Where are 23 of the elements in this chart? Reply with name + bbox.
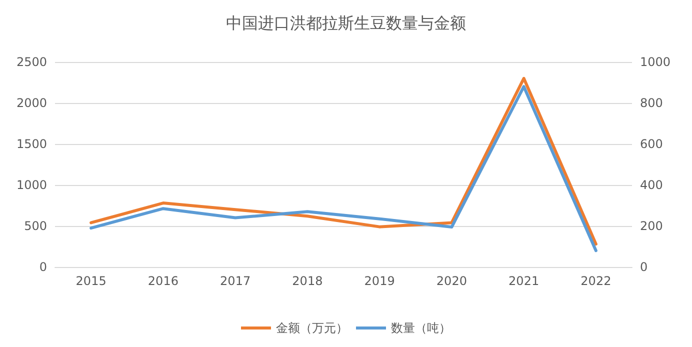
y-tick-label: 1500 — [16, 137, 47, 151]
y2-tick-label: 400 — [640, 178, 663, 192]
x-tick-label: 2017 — [220, 274, 251, 288]
y2-tick-label: 1000 — [640, 55, 671, 69]
x-tick-label: 2021 — [508, 274, 540, 288]
legend-label: 数量（吨） — [391, 321, 451, 335]
x-tick-label: 2019 — [364, 274, 395, 288]
x-tick-label: 2016 — [148, 274, 178, 288]
y-tick-label: 0 — [39, 260, 47, 274]
legend-label: 金额（万元） — [276, 321, 348, 335]
y2-tick-label: 800 — [640, 96, 663, 110]
y2-tick-label: 600 — [640, 137, 663, 151]
y-tick-label: 1000 — [16, 178, 47, 192]
y2-tick-label: 200 — [640, 219, 663, 233]
y-tick-label: 2000 — [16, 96, 47, 110]
x-tick-label: 2018 — [292, 274, 323, 288]
y-tick-label: 2500 — [16, 55, 47, 69]
y2-tick-label: 0 — [640, 260, 648, 274]
x-tick-label: 2015 — [76, 274, 106, 288]
x-tick-label: 2020 — [436, 274, 467, 288]
chart-title: 中国进口洪都拉斯生豆数量与金额 — [226, 14, 466, 32]
x-tick-label: 2022 — [580, 274, 612, 288]
y-tick-label: 500 — [24, 219, 47, 233]
